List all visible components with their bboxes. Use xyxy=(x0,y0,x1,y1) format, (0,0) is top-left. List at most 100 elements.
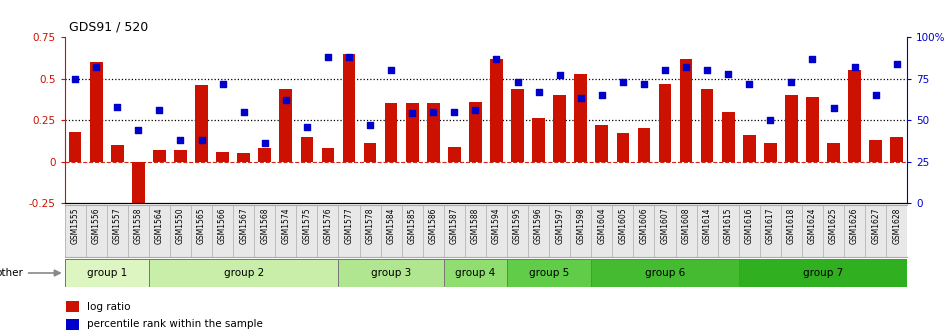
Bar xyxy=(575,74,587,162)
Bar xyxy=(658,84,672,162)
Text: GSM1594: GSM1594 xyxy=(492,208,501,244)
Text: GSM1558: GSM1558 xyxy=(134,208,142,244)
Bar xyxy=(68,132,82,162)
Point xyxy=(805,56,820,61)
Bar xyxy=(444,259,507,287)
Text: GSM1627: GSM1627 xyxy=(871,208,880,244)
Bar xyxy=(469,102,482,162)
Text: GSM1606: GSM1606 xyxy=(639,208,649,244)
Bar xyxy=(591,259,739,287)
Point xyxy=(363,122,378,128)
Text: GSM1608: GSM1608 xyxy=(681,208,691,244)
Point xyxy=(784,79,799,85)
Bar xyxy=(617,133,629,162)
Bar xyxy=(739,259,907,287)
Bar xyxy=(279,88,292,162)
Bar xyxy=(406,103,419,162)
Text: GSM1566: GSM1566 xyxy=(218,208,227,244)
Point xyxy=(67,76,83,81)
Bar xyxy=(153,150,165,162)
Point xyxy=(699,68,714,73)
Text: GSM1605: GSM1605 xyxy=(618,208,627,244)
Text: GSM1564: GSM1564 xyxy=(155,208,164,244)
Bar xyxy=(343,53,355,162)
Bar xyxy=(680,58,693,162)
Point xyxy=(742,81,757,86)
Point xyxy=(763,117,778,123)
Point xyxy=(868,92,884,98)
Point xyxy=(405,111,420,116)
Text: group 7: group 7 xyxy=(803,268,843,278)
Point xyxy=(257,141,273,146)
Point xyxy=(384,68,399,73)
Point xyxy=(552,73,567,78)
Bar xyxy=(848,70,861,162)
Bar xyxy=(217,152,229,162)
Point xyxy=(278,97,294,103)
Bar xyxy=(743,135,755,162)
Bar xyxy=(300,137,314,162)
Point xyxy=(446,109,462,115)
Bar xyxy=(111,145,124,162)
Point xyxy=(131,127,146,133)
Text: GSM1568: GSM1568 xyxy=(260,208,269,244)
Bar xyxy=(785,95,798,162)
Bar xyxy=(532,119,545,162)
Point xyxy=(152,108,167,113)
Point xyxy=(721,71,736,76)
Bar xyxy=(764,143,777,162)
Bar xyxy=(338,259,444,287)
Text: GSM1557: GSM1557 xyxy=(113,208,122,244)
Bar xyxy=(511,88,523,162)
Point xyxy=(88,64,104,70)
Bar xyxy=(364,143,376,162)
Point xyxy=(109,104,124,110)
Text: GSM1576: GSM1576 xyxy=(323,208,332,244)
Text: GDS91 / 520: GDS91 / 520 xyxy=(69,20,148,34)
Bar xyxy=(490,58,503,162)
Point xyxy=(426,109,441,115)
Text: group 3: group 3 xyxy=(371,268,411,278)
Text: GSM1607: GSM1607 xyxy=(660,208,670,244)
Text: GSM1586: GSM1586 xyxy=(428,208,438,244)
Point xyxy=(889,61,904,66)
Point xyxy=(215,81,230,86)
Point xyxy=(636,81,652,86)
Text: GSM1626: GSM1626 xyxy=(850,208,859,244)
Bar xyxy=(507,259,591,287)
Point xyxy=(299,124,314,129)
Point xyxy=(847,64,863,70)
Text: GSM1575: GSM1575 xyxy=(302,208,312,244)
Text: GSM1577: GSM1577 xyxy=(345,208,353,244)
Text: GSM1628: GSM1628 xyxy=(892,208,902,244)
Bar xyxy=(132,162,144,212)
Text: GSM1598: GSM1598 xyxy=(577,208,585,244)
Text: GSM1615: GSM1615 xyxy=(724,208,732,244)
Bar xyxy=(90,62,103,162)
Text: GSM1614: GSM1614 xyxy=(703,208,712,244)
Bar xyxy=(596,125,608,162)
Bar xyxy=(701,88,713,162)
Bar xyxy=(66,301,79,312)
Point xyxy=(173,137,188,143)
Text: GSM1574: GSM1574 xyxy=(281,208,291,244)
Point xyxy=(194,137,209,143)
Bar xyxy=(65,259,149,287)
Bar xyxy=(869,140,882,162)
Text: GSM1617: GSM1617 xyxy=(766,208,775,244)
Text: log ratio: log ratio xyxy=(87,302,131,312)
Bar xyxy=(322,149,334,162)
Bar xyxy=(258,149,271,162)
Text: GSM1587: GSM1587 xyxy=(450,208,459,244)
Point xyxy=(320,54,335,59)
Bar xyxy=(66,319,79,330)
Text: GSM1597: GSM1597 xyxy=(555,208,564,244)
Text: GSM1624: GSM1624 xyxy=(808,208,817,244)
Bar xyxy=(427,103,440,162)
Text: GSM1616: GSM1616 xyxy=(745,208,753,244)
Bar xyxy=(385,103,397,162)
Bar xyxy=(174,150,187,162)
Point xyxy=(657,68,673,73)
Text: GSM1625: GSM1625 xyxy=(829,208,838,244)
Text: GSM1588: GSM1588 xyxy=(471,208,480,244)
